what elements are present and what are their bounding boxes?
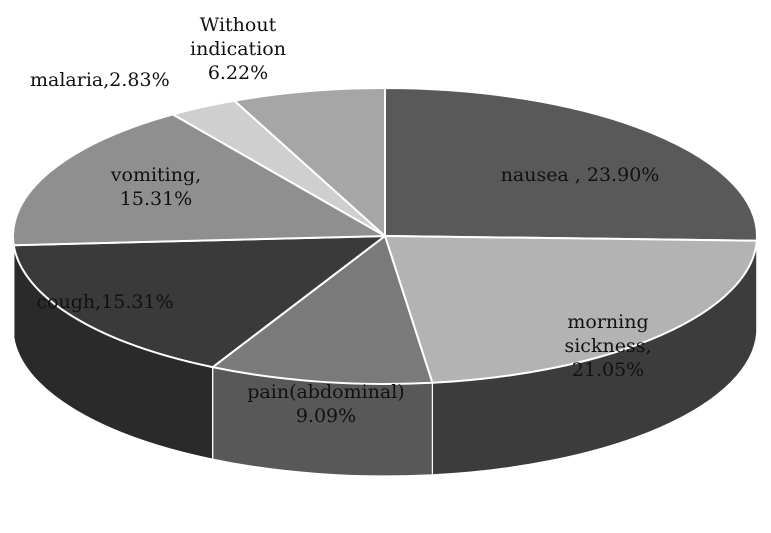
pie-label-1: morning sickness, 21.05%	[564, 311, 651, 381]
pie-slices	[12, 86, 758, 385]
pie-slice-0	[384, 86, 758, 242]
pie-sides	[12, 235, 758, 477]
pie-labels: nausea , 23.90% morning sickness, 21.05% pai…	[30, 14, 659, 427]
pie-label-3: cough,15.31%	[36, 291, 173, 313]
pie-slice-2	[210, 234, 434, 385]
pie-label-0: nausea , 23.90%	[501, 164, 660, 186]
pie-slice-4	[12, 113, 389, 247]
pie-label-5: malaria,2.83%	[30, 69, 170, 91]
pie-slice-1	[383, 234, 758, 384]
pie-label-2: pain(abdominal) 9.09%	[247, 381, 404, 427]
pie-slice-6	[232, 86, 386, 239]
pie-side-4	[12, 235, 15, 338]
pie-label-4: vomiting, 15.31%	[110, 164, 201, 210]
pie-label-6: Without indication 6.22%	[190, 14, 286, 84]
pie-slice-3	[12, 234, 389, 369]
